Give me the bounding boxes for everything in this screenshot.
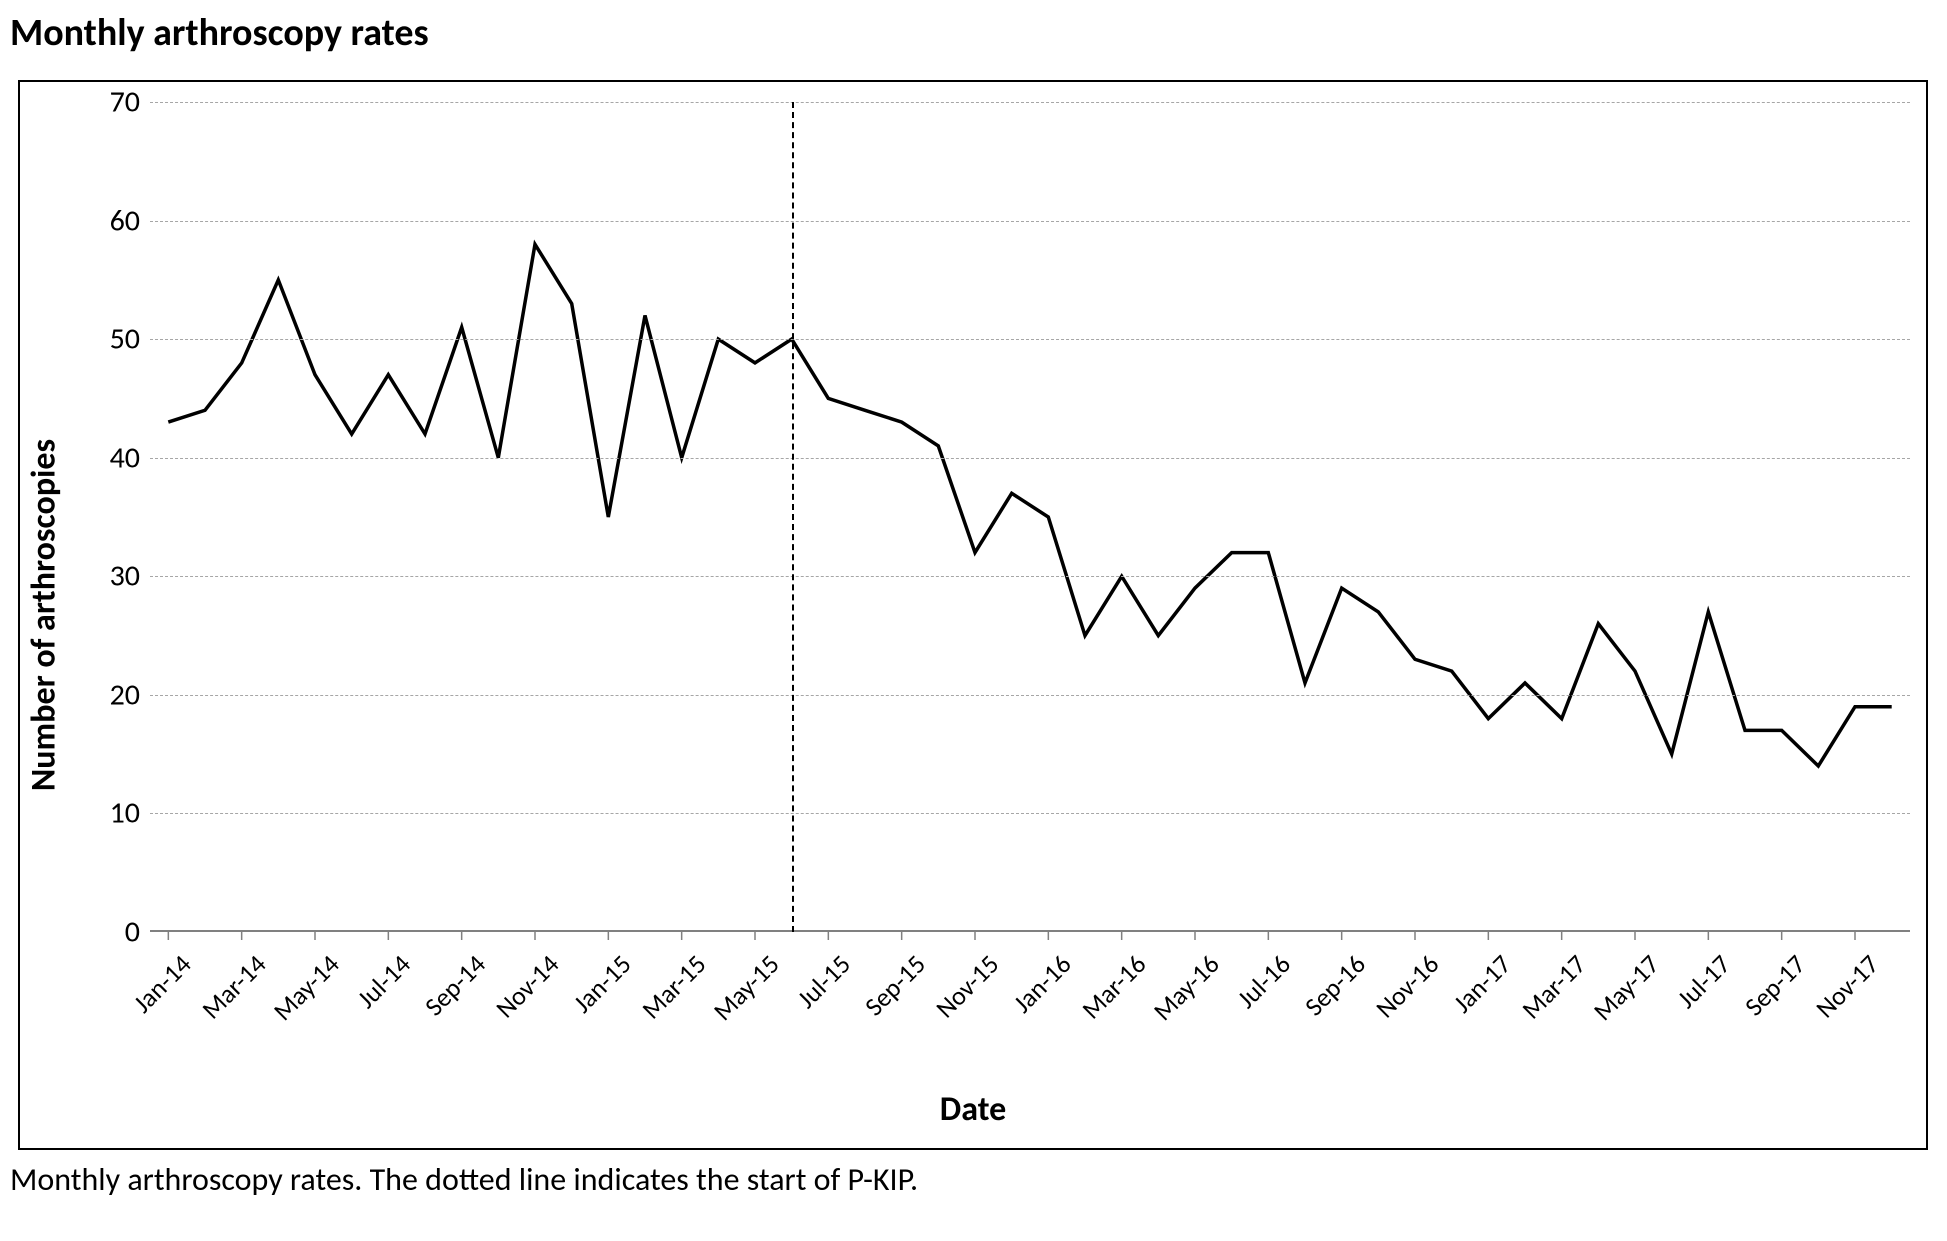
y-tick-label: 30 [110, 558, 140, 595]
x-tick-label: Sep-17 [1737, 948, 1811, 1022]
x-tick-label: May-17 [1587, 948, 1666, 1027]
x-tick-label: Nov-15 [929, 948, 1005, 1024]
x-tick-label: Jul-16 [1231, 948, 1298, 1015]
x-tick-label: Jul-17 [1671, 948, 1738, 1015]
x-tick-label: Sep-16 [1297, 948, 1371, 1022]
chart-title: Monthly arthroscopy rates [10, 10, 429, 56]
y-tick-label: 10 [110, 795, 140, 832]
y-axis-label: Number of arthroscopies [24, 439, 65, 791]
data-line [150, 102, 1910, 932]
x-tick-label: Nov-14 [489, 948, 565, 1024]
y-tick-label: 70 [110, 84, 140, 121]
x-tick-label: Nov-16 [1369, 948, 1445, 1024]
x-tick-label: Sep-14 [417, 948, 491, 1022]
x-tick-label: Jul-14 [351, 948, 418, 1015]
x-tick-label: Mar-16 [1075, 948, 1152, 1025]
gridline [150, 339, 1910, 340]
x-tick-label: May-15 [707, 948, 786, 1027]
x-axis-line [150, 930, 1910, 932]
x-tick-label: May-14 [267, 948, 346, 1027]
x-tick-label: Mar-17 [1515, 948, 1592, 1025]
x-tick-label: Mar-14 [195, 948, 272, 1025]
reference-line [792, 102, 794, 932]
x-tick-label: Jan-15 [567, 948, 638, 1019]
x-tick-label: Jan-14 [127, 948, 198, 1019]
caption-text: Monthly arthroscopy rates. The dotted li… [10, 1160, 918, 1199]
y-tick-label: 20 [110, 676, 140, 713]
chart-frame: 010203040506070 Number of arthroscopies … [18, 80, 1928, 1150]
gridline [150, 458, 1910, 459]
x-tick-label: Jan-17 [1447, 948, 1518, 1019]
x-ticks: Jan-14Mar-14May-14Jul-14Sep-14Nov-14Jan-… [150, 940, 1910, 1070]
y-tick-label: 0 [125, 914, 140, 951]
y-tick-label: 60 [110, 202, 140, 239]
x-tick-label: May-16 [1147, 948, 1226, 1027]
x-tick-label: Sep-15 [857, 948, 931, 1022]
x-tick-label: Jan-16 [1007, 948, 1078, 1019]
y-tick-label: 40 [110, 439, 140, 476]
gridline [150, 102, 1910, 103]
plot-area: 010203040506070 [150, 102, 1910, 932]
x-tick-label: Nov-17 [1809, 948, 1885, 1024]
x-tick-label: Jul-15 [791, 948, 858, 1015]
x-tick-label: Mar-15 [635, 948, 712, 1025]
page: Monthly arthroscopy rates 01020304050607… [0, 0, 1947, 1241]
gridline [150, 576, 1910, 577]
gridline [150, 813, 1910, 814]
gridline [150, 221, 1910, 222]
gridline [150, 695, 1910, 696]
x-axis-label: Date [940, 1089, 1006, 1130]
y-tick-label: 50 [110, 321, 140, 358]
